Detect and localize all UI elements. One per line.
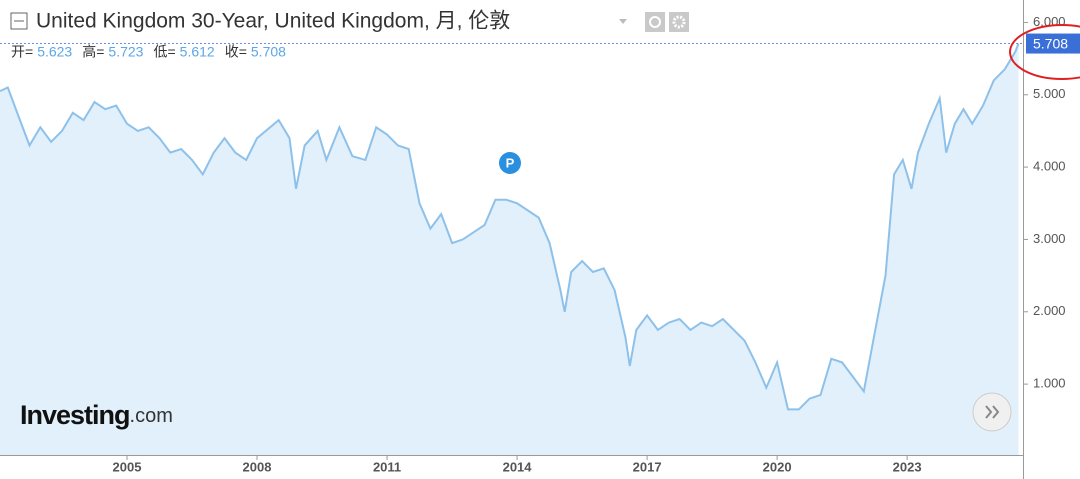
x-tick-label: 2011: [373, 459, 401, 474]
x-tick-label: 2008: [243, 459, 272, 474]
logo-suffix: .com: [130, 405, 173, 427]
y-tick-label: 1.000: [1033, 376, 1066, 391]
x-tick-label: 2017: [633, 459, 662, 474]
plot-area: [0, 43, 1020, 455]
ohlc-row: 开= 5.623 高= 5.723 低= 5.612 收= 5.708: [11, 44, 286, 60]
collapse-icon[interactable]: [10, 12, 28, 30]
logo-main: Investing: [20, 400, 130, 430]
y-tick-label: 3.000: [1033, 231, 1066, 246]
ohlc-label: 收=: [225, 44, 247, 60]
price-line: [0, 43, 1020, 411]
y-tick-label: 5.000: [1033, 86, 1066, 101]
last-price-label: 5.708: [1033, 35, 1068, 51]
x-tick-label: 2020: [763, 459, 792, 474]
event-marker[interactable]: [499, 152, 521, 174]
settings-icon-gear: [672, 15, 686, 29]
scroll-button-icon: [985, 405, 1000, 419]
highlight-circle: [1009, 24, 1080, 80]
chart-title: United Kingdom 30-Year, United Kingdom, …: [36, 10, 510, 33]
x-tick-label: 2023: [893, 459, 922, 474]
logo: Investing.com: [20, 400, 173, 430]
ohlc-label: 低=: [153, 44, 175, 60]
dropdown-icon[interactable]: [619, 19, 627, 24]
y-tick-label: 4.000: [1033, 159, 1066, 174]
y-tick-label: 2.000: [1033, 303, 1066, 318]
area-fill: [0, 43, 1019, 455]
ohlc-value: 5.708: [251, 44, 286, 60]
event-marker-label: P: [506, 155, 515, 170]
ohlc-label: 高=: [82, 44, 104, 60]
ohlc-value: 5.612: [180, 44, 215, 60]
eye-icon[interactable]: [645, 12, 665, 32]
x-tick-label: 2014: [503, 459, 533, 474]
last-price-tag: [1026, 33, 1080, 54]
axes: 2005 2008 2011 2014 2017 2020 2023 1.000 2.000 3.…: [0, 14, 1080, 474]
ohlc-value: 5.723: [108, 44, 143, 60]
x-tick-label: 2005: [113, 459, 142, 474]
settings-icon[interactable]: [669, 12, 689, 32]
ohlc-label: 开=: [11, 44, 33, 60]
ohlc-value: 5.623: [37, 44, 72, 60]
eye-icon-ring: [649, 16, 661, 28]
